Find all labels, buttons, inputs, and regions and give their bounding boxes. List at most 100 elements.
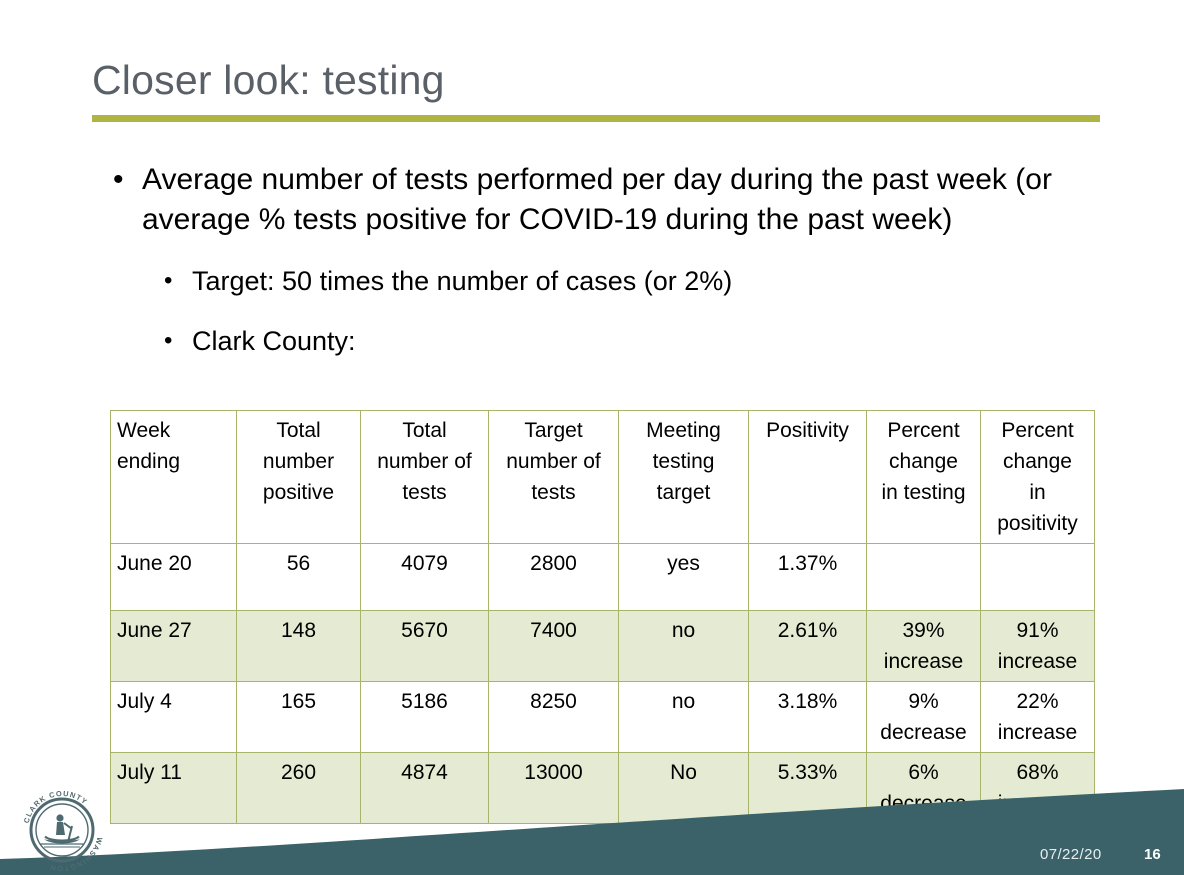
cell-line: 260 [280, 761, 317, 784]
table-cell [980, 543, 1095, 611]
cell-line: increase [997, 792, 1078, 815]
table-header-cell: Percent change in positivity [980, 410, 1095, 544]
table-cell: 5186 [360, 681, 489, 753]
bullet-marker-icon: • [113, 163, 124, 196]
bullet-level2-target: • Target: 50 times the number of cases (… [158, 262, 1098, 300]
cell-line: Percent [887, 419, 960, 442]
cell-line: 2800 [530, 552, 577, 575]
cell-line: 9% [908, 690, 939, 713]
cell-line: testing [652, 450, 715, 473]
cell-line: 165 [280, 690, 317, 713]
table-cell: 91% increase [980, 610, 1095, 682]
table-header-cell: Total number of tests [360, 410, 489, 544]
table-cell: 4874 [360, 752, 489, 824]
cell-line: 22% [1016, 690, 1059, 713]
table-cell: 260 [236, 752, 361, 824]
bullet-marker-icon: • [164, 327, 173, 354]
table-cell: 68% increase [980, 752, 1095, 824]
cell-line: yes [667, 552, 700, 575]
table-cell: June 20 [110, 543, 237, 611]
bullet-level2-target-text: Target: 50 times the number of cases (or… [192, 266, 733, 296]
cell-line: no [671, 690, 696, 713]
table-cell: 165 [236, 681, 361, 753]
cell-line: 5670 [401, 619, 448, 642]
cell-line: increase [997, 650, 1078, 673]
cell-line: 7400 [530, 619, 577, 642]
cell-line: 6% [908, 761, 939, 784]
cell-line: in testing [881, 481, 966, 504]
cell-line: Meeting [646, 419, 721, 442]
cell-line: target [656, 481, 711, 504]
bullet-level2-clark-text: Clark County: [192, 326, 356, 356]
table-cell: 5.33% [748, 752, 867, 824]
footer-page-number: 16 [1144, 846, 1161, 863]
cell-line: June 20 [117, 552, 192, 575]
clark-county-seal-logo: CLARK COUNTY WASHINGTON [22, 789, 103, 873]
bullet-marker-icon: • [164, 267, 173, 294]
cell-line: 4874 [401, 761, 448, 784]
table-row: July 11 260 4874 13000 No 5.33% 6% decrease 68% i… [110, 752, 1095, 824]
cell-line: Total [276, 419, 321, 442]
cell-line: change [1003, 450, 1072, 473]
cell-line: ending [117, 450, 181, 473]
testing-metrics-table: Week ending Total number positive Total numb… [110, 410, 1095, 824]
cell-line: 3.18% [777, 690, 838, 713]
cell-line: number of [377, 450, 472, 473]
table-cell: 39% increase [866, 610, 981, 682]
table-header-cell: Positivity [748, 410, 867, 544]
title-block: Closer look: testing [92, 57, 1102, 122]
table-cell: 5670 [360, 610, 489, 682]
cell-line: No [670, 761, 697, 784]
table-cell: June 27 [110, 610, 237, 682]
cell-line: increase [997, 721, 1078, 744]
table-cell: 8250 [488, 681, 619, 753]
cell-line: in [1029, 481, 1046, 504]
bullet-level2-clark-county: • Clark County: [158, 322, 1098, 360]
table-cell: no [618, 681, 749, 753]
cell-line: Total [402, 419, 447, 442]
cell-line: July 4 [117, 690, 172, 713]
cell-line: 5.33% [777, 761, 838, 784]
cell-line: increase [883, 650, 964, 673]
bullet-level1-average-tests: • Average number of tests performed per … [108, 160, 1098, 240]
cell-line: 68% [1016, 761, 1059, 784]
body-content: • Average number of tests performed per … [108, 160, 1098, 360]
table-cell [866, 543, 981, 611]
title-underline-rule [92, 114, 1100, 122]
cell-line: June 27 [117, 619, 192, 642]
table-header: Week ending Total number positive Total numb… [110, 410, 1095, 544]
table-cell: No [618, 752, 749, 824]
table-row: June 20 56 4079 2800 yes 1.37% [110, 543, 1095, 611]
table-cell: 6% decrease [866, 752, 981, 824]
bullet-level1-text: Average number of tests performed per da… [142, 163, 1052, 236]
cell-line: change [889, 450, 958, 473]
table-header-row: Week ending Total number positive Total numb… [110, 410, 1095, 544]
table-body: June 20 56 4079 2800 yes 1.37% June 27 148 5670 7… [110, 543, 1095, 824]
table-header-cell: Meeting testing target [618, 410, 749, 544]
cell-line: 39% [902, 619, 945, 642]
cell-line: Week [117, 419, 171, 442]
cell-line: 91% [1016, 619, 1059, 642]
cell-line: 2.61% [777, 619, 838, 642]
table-row: July 4 165 5186 8250 no 3.18% 9% decrease 22% inc… [110, 681, 1095, 753]
table-cell: 2800 [488, 543, 619, 611]
cell-line: 56 [286, 552, 311, 575]
table-header-cell: Week ending [110, 410, 237, 544]
cell-line: 5186 [401, 690, 448, 713]
cell-line: Positivity [766, 419, 849, 442]
table-header-cell: Target number of tests [488, 410, 619, 544]
table-cell: 3.18% [748, 681, 867, 753]
cell-line: 13000 [524, 761, 583, 784]
testing-metrics-table-container: Week ending Total number positive Total numb… [110, 410, 1095, 824]
table-header-cell: Percent change in testing [866, 410, 981, 544]
cell-line: July 11 [117, 761, 182, 784]
cell-line: decrease [880, 721, 967, 744]
table-cell: 13000 [488, 752, 619, 824]
table-cell: July 4 [110, 681, 237, 753]
cell-line: 4079 [401, 552, 448, 575]
cell-line: tests [402, 481, 447, 504]
footer-date: 07/22/20 [1040, 846, 1102, 863]
page-title: Closer look: testing [92, 57, 445, 103]
table-cell: 1.37% [748, 543, 867, 611]
